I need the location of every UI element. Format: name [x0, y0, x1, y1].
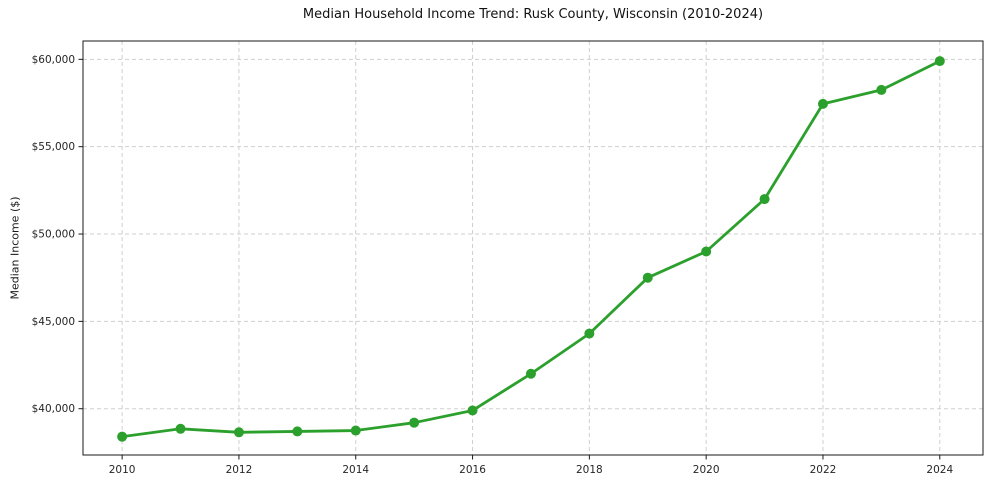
x-tick-label: 2020 — [693, 464, 720, 476]
data-point-2016 — [467, 405, 478, 416]
x-tick-label: 2022 — [810, 464, 837, 476]
data-point-2017 — [525, 368, 536, 379]
income-trend-line — [120, 59, 942, 439]
y-tick-label: $40,000 — [32, 403, 75, 415]
axes-frame — [82, 40, 984, 456]
data-point-2018 — [584, 328, 595, 339]
axes-spines — [82, 40, 984, 456]
chart-title: Median Household Income Trend: Rusk Coun… — [302, 7, 764, 22]
income-line-series — [117, 56, 945, 442]
y-tick-label: $45,000 — [32, 316, 75, 328]
y-tick-label: $50,000 — [32, 229, 75, 241]
y-tick-label: $60,000 — [32, 54, 75, 66]
data-point-2014 — [350, 425, 361, 436]
grid-layer — [83, 41, 983, 455]
y-tick-label: $55,000 — [32, 141, 75, 153]
data-point-2023 — [876, 84, 887, 95]
data-point-2010 — [117, 431, 128, 442]
x-tick-label: 2024 — [926, 464, 953, 476]
x-tick-label: 2012 — [226, 464, 253, 476]
data-point-2013 — [292, 426, 303, 437]
data-point-2021 — [759, 194, 770, 205]
data-point-2011 — [175, 423, 186, 434]
data-point-2019 — [642, 272, 653, 283]
data-point-2012 — [233, 427, 244, 438]
x-tick-label: 2014 — [342, 464, 369, 476]
data-point-2015 — [409, 417, 420, 428]
data-point-2020 — [701, 246, 712, 257]
tick-layer: $40,000 $45,000 $50,000 $55,000 $60,000 2010 2… — [32, 54, 954, 476]
x-tick-label: 2010 — [109, 464, 136, 476]
data-point-2024 — [934, 56, 945, 67]
x-tick-label: 2018 — [576, 464, 603, 476]
x-tick-label: 2016 — [459, 464, 486, 476]
data-point-2022 — [817, 98, 828, 109]
